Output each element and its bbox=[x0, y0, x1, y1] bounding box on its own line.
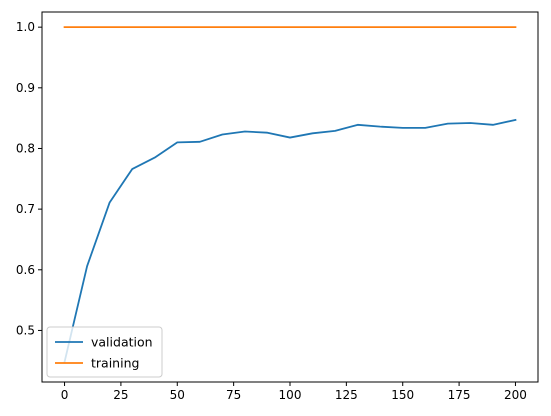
legend: validation training bbox=[46, 326, 163, 378]
x-tick-label: 75 bbox=[226, 388, 241, 402]
y-axis: 0.5 0.6 0.7 0.8 0.9 1.0 bbox=[16, 20, 42, 337]
legend-box bbox=[46, 326, 163, 378]
y-tick-label: 0.9 bbox=[16, 81, 35, 95]
series-layer bbox=[63, 26, 517, 364]
x-tick-label: 50 bbox=[170, 388, 185, 402]
x-tick-label: 0 bbox=[61, 388, 69, 402]
x-tick-label: 100 bbox=[279, 388, 302, 402]
series-line-validation bbox=[63, 118, 517, 364]
x-tick-label: 175 bbox=[448, 388, 471, 402]
y-tick-label: 0.6 bbox=[16, 263, 35, 277]
y-tick-label: 0.7 bbox=[16, 202, 35, 216]
x-tick-label: 25 bbox=[113, 388, 128, 402]
y-tick-label: 0.5 bbox=[16, 323, 35, 337]
legend-label-validation: validation bbox=[91, 335, 153, 350]
x-axis: 0 25 50 75 100 125 150 175 200 bbox=[61, 382, 527, 402]
y-tick-label: 0.8 bbox=[16, 141, 35, 155]
plot-area bbox=[42, 12, 538, 382]
y-tick-label: 1.0 bbox=[16, 20, 35, 34]
x-tick-label: 150 bbox=[391, 388, 414, 402]
x-tick-label: 200 bbox=[504, 388, 527, 402]
x-tick-label: 125 bbox=[335, 388, 358, 402]
legend-label-training: training bbox=[91, 356, 139, 371]
